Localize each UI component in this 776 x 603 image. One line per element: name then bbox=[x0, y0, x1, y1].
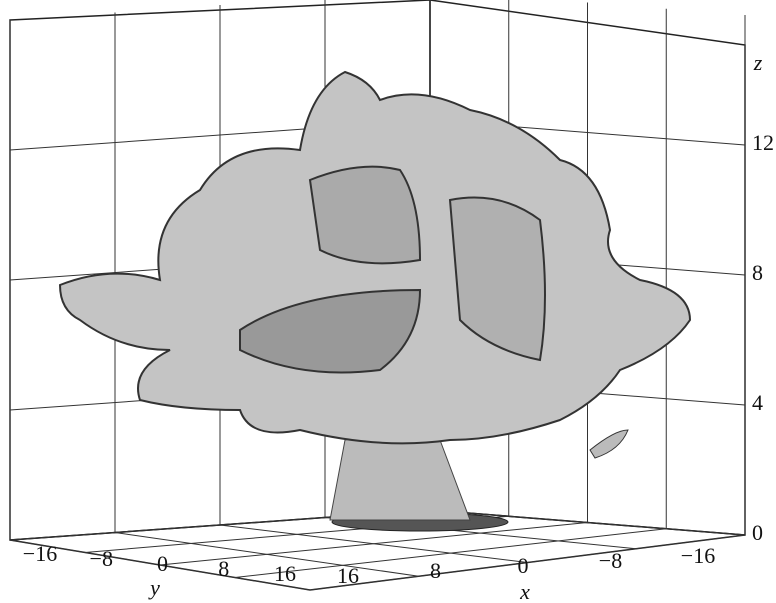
fragment bbox=[590, 430, 628, 458]
y-tick-label: 8 bbox=[218, 556, 229, 581]
y-tick-label: −8 bbox=[90, 546, 113, 571]
y-tick-label: 16 bbox=[274, 561, 296, 586]
isosurface bbox=[60, 72, 690, 531]
z-tick-label: 4 bbox=[752, 390, 763, 415]
fold bbox=[310, 167, 420, 264]
grid-line bbox=[220, 525, 528, 563]
x-tick-label: 16 bbox=[337, 563, 359, 588]
x-tick-label: −8 bbox=[599, 548, 622, 573]
x-axis-label: x bbox=[519, 579, 530, 603]
z-tick-label: 12 bbox=[752, 130, 774, 155]
x-tick-label: 0 bbox=[518, 553, 529, 578]
x-tick-label: 8 bbox=[430, 558, 441, 583]
z-axis-label: z bbox=[753, 50, 763, 75]
chart: y x z 0 4 8 12 −16 −8 0 8 16 16 8 0 −8 −16 bbox=[0, 0, 776, 603]
y-tick-label: 0 bbox=[157, 551, 168, 576]
x-tick-label: −16 bbox=[681, 543, 715, 568]
z-tick-label: 0 bbox=[752, 520, 763, 545]
z-tick-label: 8 bbox=[752, 260, 763, 285]
y-axis-label: y bbox=[148, 575, 160, 600]
y-tick-label: −16 bbox=[23, 541, 57, 566]
